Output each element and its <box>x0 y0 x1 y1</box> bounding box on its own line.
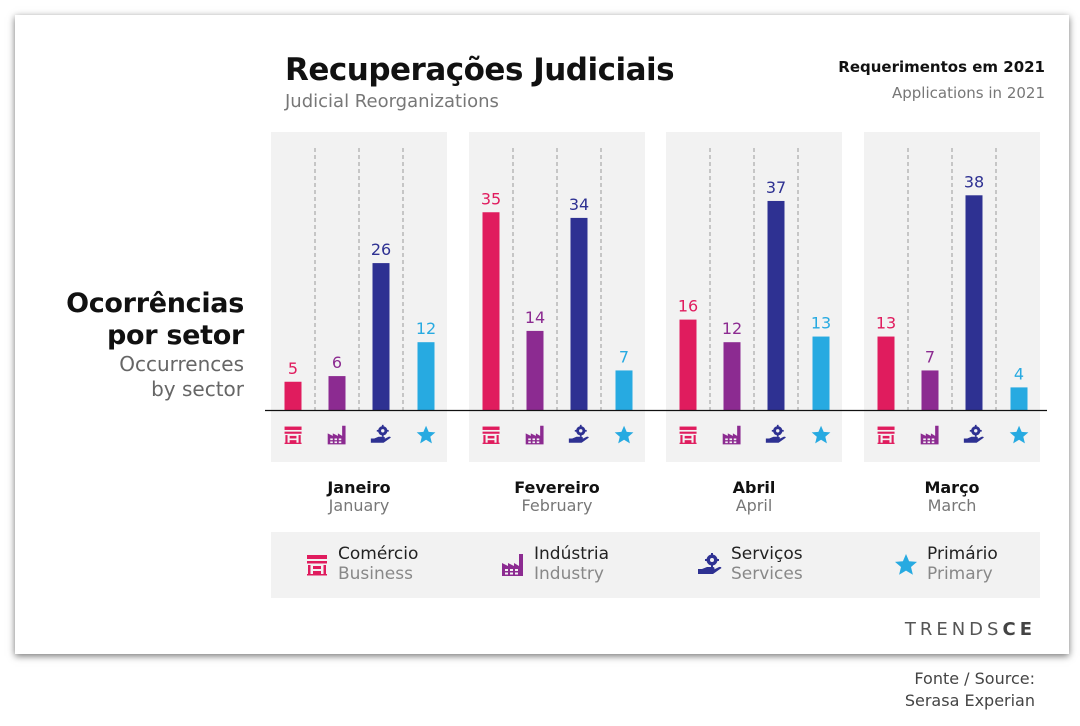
store-icon <box>482 426 500 444</box>
data-label: 5 <box>288 359 298 378</box>
factory-icon <box>327 425 346 445</box>
x-tick-label-en: January <box>328 496 390 515</box>
bar <box>284 381 302 410</box>
legend-label-pt: Comércio <box>338 544 419 564</box>
y-axis-label-pt-line1: Ocorrências <box>66 288 244 319</box>
x-tick-label-en: April <box>736 496 773 515</box>
brand-part2: CE <box>1002 619 1036 640</box>
data-label: 13 <box>876 314 896 333</box>
legend-label-en: Services <box>731 564 803 584</box>
data-label: 12 <box>416 319 436 338</box>
bar <box>812 336 830 410</box>
store-icon <box>284 426 302 444</box>
bar <box>417 342 435 410</box>
factory-icon <box>920 425 939 445</box>
source-line1: Fonte / Source: <box>914 669 1035 688</box>
factory-icon <box>525 425 544 445</box>
x-tick-label-pt: Fevereiro <box>514 478 600 497</box>
y-axis-label-en-line1: Occurrences <box>119 352 244 376</box>
bar <box>615 370 633 410</box>
header-right-en: Applications in 2021 <box>891 84 1045 102</box>
factory-icon <box>722 425 741 445</box>
store-icon <box>877 426 895 444</box>
chart-title: Recuperações Judiciais <box>285 52 675 88</box>
bar <box>679 319 697 410</box>
factory-icon <box>500 552 526 578</box>
legend: Comércio Business Indústria Industry Ser… <box>271 532 1040 598</box>
y-axis-label-en: Occurrences by sector <box>119 352 244 402</box>
legend-label-en: Industry <box>534 564 604 584</box>
y-axis-label-en-line2: by sector <box>151 377 244 401</box>
source-line2: Serasa Experian <box>904 691 1035 710</box>
data-label: 6 <box>332 353 342 372</box>
star-icon <box>1009 425 1029 444</box>
brand-part1: TRENDS <box>904 619 1003 640</box>
bar <box>723 342 741 410</box>
bar <box>570 217 588 410</box>
data-label: 16 <box>678 297 698 316</box>
bar <box>767 200 785 410</box>
x-tick-label-en: February <box>522 496 593 515</box>
service-hand-icon <box>963 424 984 443</box>
bar <box>877 336 895 410</box>
service-hand-icon <box>370 424 391 443</box>
bar <box>921 370 939 410</box>
chart-subtitle: Judicial Reorganizations <box>285 91 499 112</box>
legend-label-pt: Primário <box>927 544 998 564</box>
store-icon <box>304 552 330 578</box>
bar <box>328 376 346 410</box>
brand-logo: TRENDSCE <box>905 619 1036 640</box>
x-tick-label-en: March <box>928 496 977 515</box>
data-label: 13 <box>811 314 831 333</box>
data-label: 4 <box>1014 364 1024 383</box>
data-label: 38 <box>964 172 984 191</box>
y-axis-label-pt: Ocorrências por setor <box>66 288 244 352</box>
star-icon <box>811 425 831 444</box>
bar <box>372 263 390 410</box>
store-icon <box>679 426 697 444</box>
star-icon <box>893 552 919 578</box>
data-label: 7 <box>619 347 629 366</box>
service-hand-icon <box>568 424 589 443</box>
data-label: 35 <box>481 189 501 208</box>
data-label: 14 <box>525 308 545 327</box>
service-hand-icon <box>765 424 786 443</box>
x-tick-label-pt: Abril <box>733 478 776 497</box>
data-label: 26 <box>371 240 391 259</box>
star-icon <box>614 425 634 444</box>
legend-label-en: Business <box>338 564 413 584</box>
header-right-pt: Requerimentos em 2021 <box>838 58 1045 76</box>
service-hand-icon <box>697 552 723 578</box>
x-tick-label-pt: Março <box>924 478 979 497</box>
source-note: Fonte / Source: Serasa Experian <box>905 668 1035 712</box>
star-icon <box>416 425 436 444</box>
data-label: 34 <box>569 195 589 214</box>
legend-label-pt: Serviços <box>731 544 803 564</box>
legend-label-en: Primary <box>927 564 993 584</box>
bar <box>482 212 500 410</box>
legend-label-pt: Indústria <box>534 544 610 564</box>
x-tick-label-pt: Janeiro <box>326 478 390 497</box>
data-label: 7 <box>925 347 935 366</box>
data-label: 12 <box>722 319 742 338</box>
y-axis-label-pt-line2: por setor <box>106 320 244 351</box>
bar <box>526 330 544 410</box>
bar <box>1010 387 1028 410</box>
data-label: 37 <box>766 178 786 197</box>
bar <box>965 195 983 410</box>
